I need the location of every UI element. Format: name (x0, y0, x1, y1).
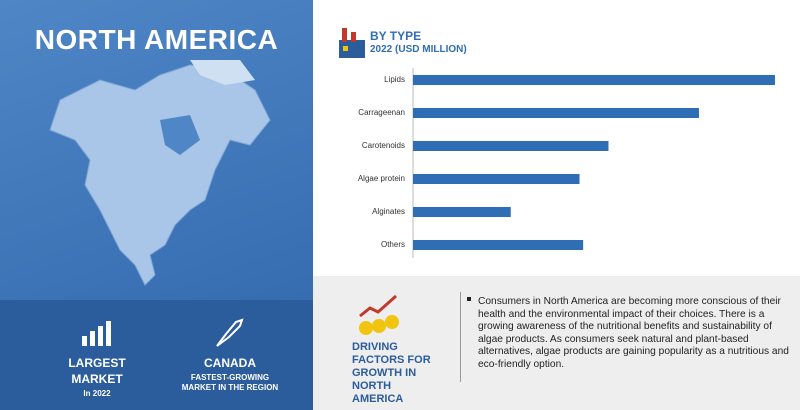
bar (413, 108, 699, 118)
stat: CANADA FASTEST-GROWING MARKET IN THE REG… (180, 355, 280, 393)
category-label: Others (381, 240, 405, 249)
bar (413, 75, 775, 85)
bar (413, 207, 511, 217)
factory-icon (339, 28, 365, 58)
map (49, 60, 271, 286)
stat-label: CANADA (204, 356, 256, 370)
hudson-bay (160, 115, 200, 155)
growth-icon (82, 321, 111, 346)
category-label: Carrageenan (358, 108, 405, 117)
bar (413, 141, 609, 151)
stat-label: LARGEST MARKET (68, 356, 126, 386)
stat-sub: FASTEST-GROWING MARKET IN THE REGION (181, 373, 279, 392)
bar (413, 240, 584, 250)
stat-sub: In 2022 (83, 389, 111, 398)
panel-title: NORTH AMERICA (34, 24, 279, 55)
greenland (190, 60, 255, 85)
bar (413, 174, 580, 184)
category-label: Carotenoids (362, 141, 405, 150)
rocket-icon (216, 318, 244, 347)
drivers-text: Consumers in North America are becoming … (478, 296, 789, 370)
stats-panel (0, 300, 313, 410)
north-america-shape (49, 64, 271, 286)
coins-icon (359, 294, 399, 335)
divider (460, 292, 461, 382)
stat: LARGEST MARKET In 2022 (55, 355, 139, 399)
category-label: Alginates (372, 207, 405, 216)
drivers-heading: DRIVING FACTORS FOR GROWTH IN NORTH AMER… (352, 341, 431, 405)
bar-chart: Lipids Carrageenan Carotenoids Algae protei… (358, 68, 775, 258)
chart-title: BY TYPE (370, 29, 422, 43)
category-label: Algae protein (358, 174, 405, 183)
bullet (467, 297, 471, 301)
category-label: Lipids (384, 75, 405, 84)
chart-subtitle: 2022 (USD MILLION) (370, 44, 467, 55)
